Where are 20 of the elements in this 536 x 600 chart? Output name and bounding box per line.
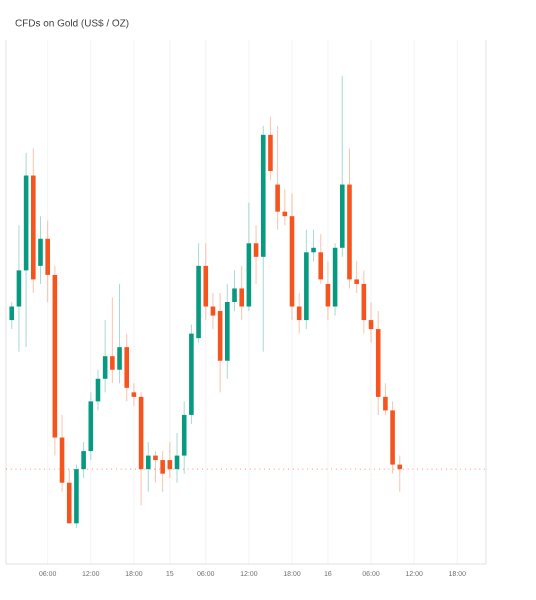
candlestick: [203, 242, 209, 321]
candlestick: [268, 116, 273, 181]
candlestick: [45, 220, 50, 303]
candlestick: [110, 297, 115, 384]
candlestick: [38, 215, 43, 285]
candlestick: [253, 224, 259, 285]
candlestick: [354, 260, 359, 294]
candlestick: [9, 301, 15, 330]
candlestick: [232, 269, 237, 312]
candlestick: [318, 233, 324, 285]
candlestick: [117, 283, 122, 384]
candlestick: [131, 382, 137, 407]
candlestick: [145, 441, 151, 493]
candlestick: [275, 125, 280, 231]
candlestick: [383, 382, 388, 416]
candlestick: [311, 229, 316, 262]
candlestick: [81, 441, 86, 479]
candlestick: [239, 265, 244, 321]
candlestick: [124, 333, 130, 402]
candlestick: [181, 400, 187, 475]
